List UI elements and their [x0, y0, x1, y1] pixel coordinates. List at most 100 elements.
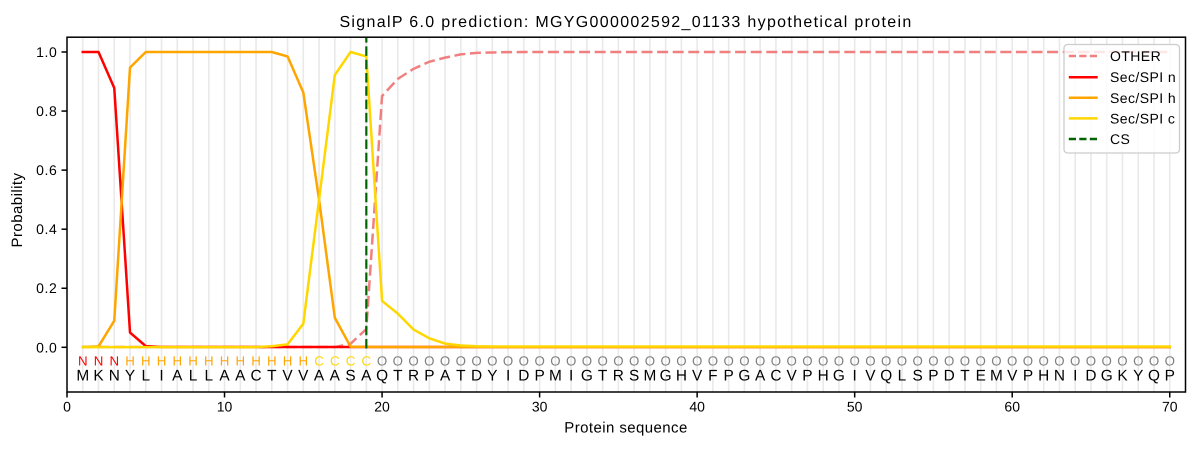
svg-text:L: L [189, 368, 198, 385]
svg-text:O: O [566, 354, 576, 369]
svg-text:S: S [913, 368, 923, 385]
svg-text:O: O [850, 354, 860, 369]
svg-text:R: R [613, 368, 624, 385]
svg-text:A: A [172, 368, 183, 385]
svg-text:O: O [550, 354, 560, 369]
svg-text:A: A [314, 368, 325, 385]
svg-text:M: M [549, 368, 562, 385]
svg-text:H: H [676, 368, 687, 385]
svg-text:D: D [471, 368, 482, 385]
svg-text:T: T [267, 368, 277, 385]
svg-text:Q: Q [880, 368, 892, 385]
svg-text:Protein sequence: Protein sequence [564, 420, 687, 437]
svg-text:O: O [676, 354, 686, 369]
svg-text:O: O [456, 354, 466, 369]
svg-text:C: C [346, 354, 356, 369]
svg-text:H: H [125, 354, 135, 369]
svg-text:C: C [770, 368, 781, 385]
svg-text:H: H [267, 354, 277, 369]
svg-text:D: D [944, 368, 955, 385]
svg-text:O: O [471, 354, 481, 369]
svg-text:C: C [314, 354, 324, 369]
svg-text:M: M [990, 368, 1003, 385]
svg-text:1.0: 1.0 [36, 44, 57, 60]
svg-text:O: O [519, 354, 529, 369]
svg-text:O: O [629, 354, 639, 369]
svg-text:A: A [235, 368, 246, 385]
svg-text:O: O [660, 354, 670, 369]
svg-text:CS: CS [1110, 131, 1130, 147]
svg-text:G: G [581, 368, 593, 385]
svg-text:S: S [629, 368, 639, 385]
svg-text:Sec/SPI n: Sec/SPI n [1110, 69, 1176, 85]
svg-text:0.8: 0.8 [36, 103, 57, 119]
svg-text:H: H [818, 368, 829, 385]
svg-text:Q: Q [1148, 368, 1160, 385]
svg-text:Sec/SPI c: Sec/SPI c [1110, 110, 1175, 126]
svg-text:I: I [506, 368, 510, 385]
svg-text:O: O [881, 354, 891, 369]
svg-text:N: N [94, 354, 104, 369]
svg-text:T: T [598, 368, 608, 385]
svg-text:O: O [960, 354, 970, 369]
svg-text:R: R [408, 368, 419, 385]
svg-text:O: O [786, 354, 796, 369]
svg-text:M: M [643, 368, 656, 385]
svg-text:O: O [1070, 354, 1080, 369]
svg-text:T: T [456, 368, 466, 385]
svg-text:O: O [991, 354, 1001, 369]
svg-text:H: H [298, 354, 308, 369]
svg-text:O: O [692, 354, 702, 369]
svg-text:O: O [771, 354, 781, 369]
svg-text:G: G [1101, 368, 1113, 385]
svg-text:0.0: 0.0 [36, 339, 57, 355]
svg-text:O: O [597, 354, 607, 369]
svg-text:30: 30 [532, 399, 548, 415]
svg-text:O: O [1165, 354, 1175, 369]
svg-text:H: H [283, 354, 293, 369]
svg-text:60: 60 [1004, 399, 1020, 415]
svg-text:D: D [518, 368, 529, 385]
svg-text:K: K [1117, 368, 1128, 385]
svg-text:G: G [660, 368, 672, 385]
svg-text:O: O [534, 354, 544, 369]
svg-text:O: O [755, 354, 765, 369]
svg-text:O: O [818, 354, 828, 369]
svg-text:A: A [361, 368, 372, 385]
svg-text:H: H [204, 354, 214, 369]
svg-text:P: P [424, 368, 434, 385]
svg-text:Y: Y [487, 368, 497, 385]
svg-text:O: O [1117, 354, 1127, 369]
svg-text:O: O [377, 354, 387, 369]
svg-text:H: H [235, 354, 245, 369]
svg-text:I: I [159, 368, 163, 385]
svg-text:O: O [897, 354, 907, 369]
svg-text:40: 40 [689, 399, 705, 415]
svg-text:O: O [424, 354, 434, 369]
svg-text:M: M [76, 368, 89, 385]
svg-text:P: P [724, 368, 734, 385]
svg-text:H: H [172, 354, 182, 369]
svg-text:O: O [582, 354, 592, 369]
svg-text:H: H [251, 354, 261, 369]
svg-text:P: P [928, 368, 938, 385]
svg-text:O: O [739, 354, 749, 369]
svg-text:70: 70 [1162, 399, 1178, 415]
svg-text:Q: Q [376, 368, 388, 385]
svg-text:H: H [1038, 368, 1049, 385]
svg-text:C: C [362, 354, 372, 369]
svg-text:A: A [330, 368, 341, 385]
svg-text:C: C [330, 354, 340, 369]
svg-text:O: O [913, 354, 923, 369]
svg-text:O: O [408, 354, 418, 369]
svg-text:P: P [1023, 368, 1033, 385]
svg-text:H: H [220, 354, 230, 369]
svg-text:F: F [708, 368, 717, 385]
svg-text:O: O [802, 354, 812, 369]
svg-text:O: O [976, 354, 986, 369]
svg-text:O: O [928, 354, 938, 369]
svg-text:P: P [534, 368, 544, 385]
svg-text:O: O [613, 354, 623, 369]
svg-text:E: E [976, 368, 986, 385]
svg-text:V: V [282, 368, 293, 385]
